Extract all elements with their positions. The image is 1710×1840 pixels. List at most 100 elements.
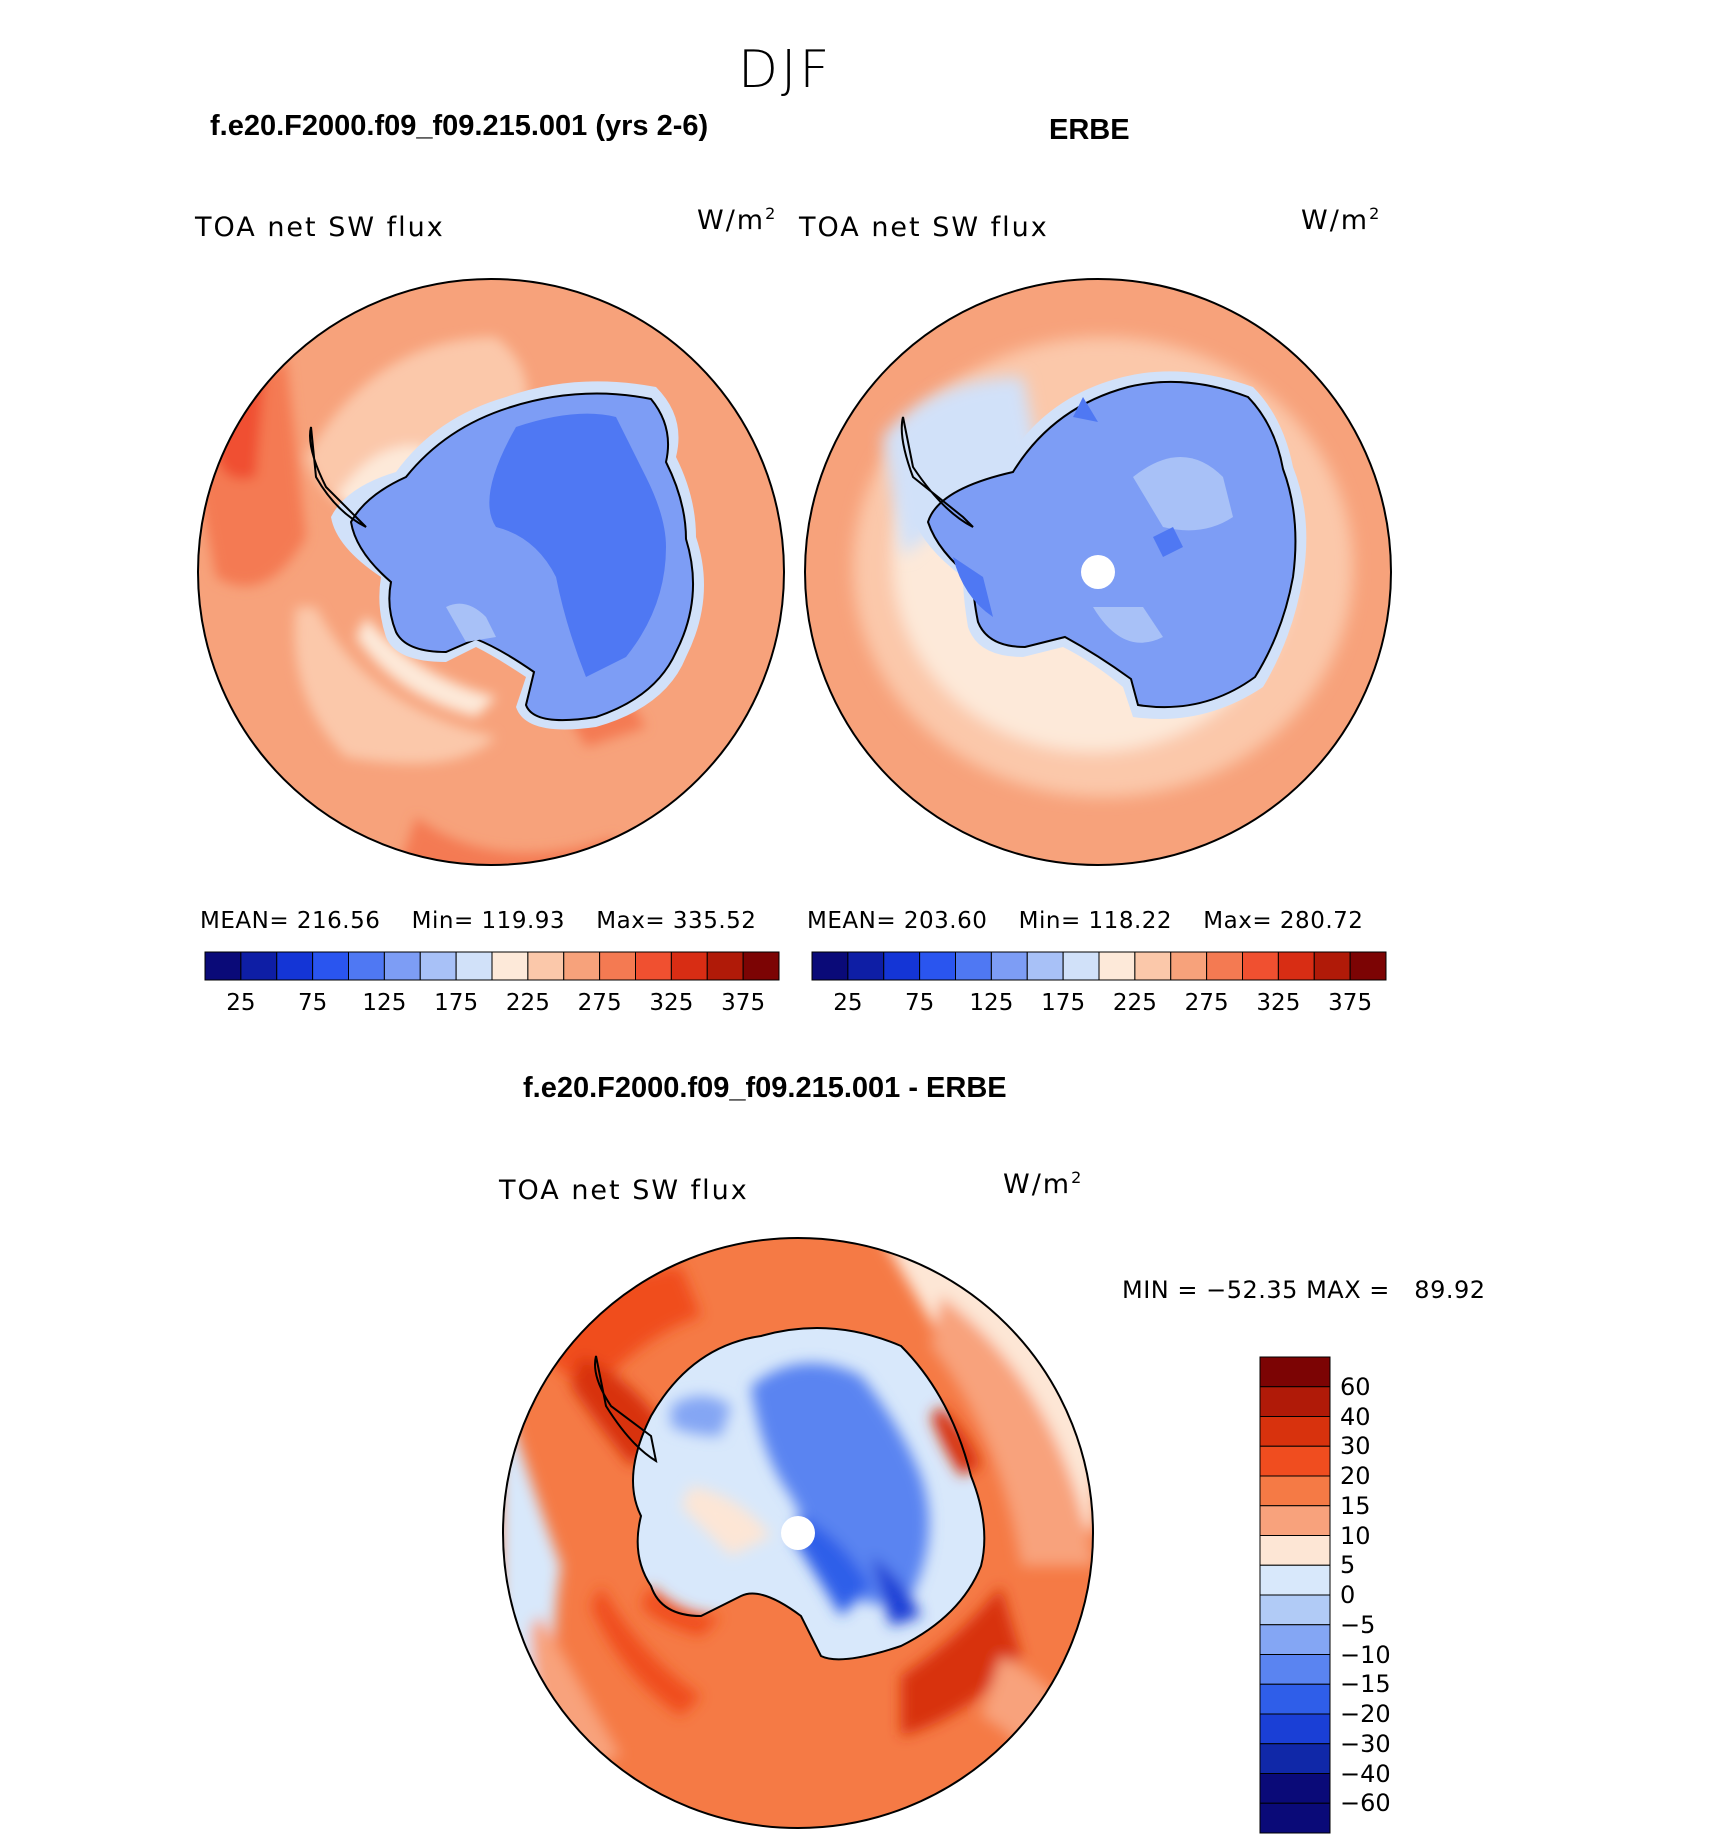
colorbar-difference-swatch-11	[1259, 1683, 1331, 1715]
colorbar-difference-swatch-13	[1259, 1743, 1331, 1774]
colorbar-model-swatch-0	[204, 951, 242, 981]
colorbar-erbe-swatch-8	[1098, 951, 1136, 981]
colorbar-model-swatch-15	[742, 951, 780, 981]
colorbar-model-swatch-8	[491, 951, 529, 981]
colorbar-model	[204, 951, 780, 981]
panel-2-title: ERBE	[1049, 114, 1130, 146]
colorbar-erbe-swatch-9	[1134, 951, 1172, 981]
diff-units: W/m2	[1003, 1168, 1084, 1200]
colorbar-model-tick-label: 125	[362, 990, 407, 1016]
colorbar-difference-swatch-5	[1259, 1505, 1331, 1536]
colorbar-erbe-swatch-4	[955, 951, 992, 981]
colorbar-difference-swatch-0	[1259, 1356, 1331, 1388]
colorbar-erbe-tick-label: 75	[904, 990, 935, 1016]
diff-min-max: MIN = −52.35 MAX = 89.92	[1122, 1276, 1486, 1304]
colorbar-difference-tick-label: 20	[1340, 1462, 1371, 1490]
colorbar-erbe-tick-label: 225	[1112, 990, 1157, 1016]
colorbar-erbe-tick-label: 25	[833, 990, 863, 1016]
colorbar-difference-tick-label: −60	[1340, 1789, 1391, 1818]
diff-variable: TOA net SW flux	[499, 1175, 749, 1206]
colorbar-model-swatch-2	[276, 951, 314, 981]
panel-2-units: W/m2	[1301, 204, 1382, 236]
colorbar-model-tick-label: 75	[297, 990, 328, 1016]
colorbar-difference-tick-label: 30	[1340, 1432, 1371, 1461]
colorbar-difference-swatch-9	[1259, 1624, 1331, 1655]
colorbar-difference-tick-label: 10	[1340, 1521, 1371, 1550]
panel-2-stats: MEAN= 203.60 Min= 118.22 Max= 280.72	[807, 908, 1364, 934]
colorbar-erbe	[811, 951, 1387, 981]
colorbar-erbe-swatch-7	[1062, 951, 1100, 981]
colorbar-model-swatch-14	[706, 951, 744, 981]
colorbar-erbe-swatch-15	[1349, 951, 1387, 981]
panel-1-units: W/m2	[697, 204, 778, 236]
colorbar-erbe-tick-label: 375	[1328, 990, 1373, 1016]
colorbar-model-swatch-5	[383, 951, 421, 981]
colorbar-difference-swatch-7	[1259, 1564, 1331, 1596]
colorbar-model-swatch-12	[635, 951, 672, 981]
colorbar-model-swatch-11	[599, 951, 636, 981]
season-title: DJF	[738, 40, 833, 100]
colorbar-difference-tick-label: 40	[1340, 1402, 1371, 1431]
colorbar-model-swatch-3	[312, 951, 349, 981]
colorbar-erbe-swatch-3	[919, 951, 956, 981]
colorbar-model-swatch-6	[419, 951, 457, 981]
colorbar-model-tick-label: 325	[649, 990, 694, 1016]
colorbar-model-swatch-4	[348, 951, 385, 981]
colorbar-difference-tick-label: −15	[1340, 1670, 1391, 1699]
colorbar-erbe-swatch-6	[1026, 951, 1064, 981]
colorbar-erbe-tick-label: 125	[969, 990, 1014, 1016]
colorbar-erbe-tick-label: 175	[1041, 990, 1086, 1016]
colorbar-model-swatch-1	[240, 951, 278, 981]
panel-1-stats: MEAN= 216.56 Min= 119.93 Max= 335.52	[200, 908, 757, 934]
colorbar-model-swatch-10	[563, 951, 601, 981]
colorbar-difference-tick-label: 60	[1340, 1372, 1371, 1401]
colorbar-difference-tick-label: 0	[1340, 1581, 1356, 1609]
colorbar-difference-swatch-10	[1259, 1654, 1331, 1685]
polar-map-erbe	[804, 278, 1392, 866]
colorbar-difference-tick-label: −5	[1340, 1610, 1376, 1639]
panel-1-variable: TOA net SW flux	[195, 212, 445, 243]
colorbar-model-tick-label: 375	[721, 990, 766, 1016]
colorbar-erbe-swatch-0	[811, 951, 849, 981]
panel-1-title: f.e20.F2000.f09_f09.215.001 (yrs 2-6)	[210, 110, 709, 142]
panel-2-variable: TOA net SW flux	[799, 212, 1049, 243]
colorbar-difference-swatch-8	[1259, 1594, 1331, 1626]
colorbar-difference-tick-label: −20	[1340, 1700, 1391, 1728]
colorbar-difference-ticks: 60 40 30 20 15 10 5 0 −5 −10 −15 −20 −30 −40 −60	[1340, 1357, 1460, 1833]
colorbar-model-tick-label: 25	[226, 990, 256, 1016]
colorbar-erbe-swatch-2	[883, 951, 921, 981]
colorbar-erbe-swatch-14	[1313, 951, 1351, 981]
colorbar-difference-swatch-12	[1259, 1713, 1331, 1745]
colorbar-difference	[1259, 1356, 1331, 1834]
colorbar-model-tick-label: 175	[434, 990, 479, 1016]
colorbar-erbe-swatch-10	[1170, 951, 1208, 981]
colorbar-model-ticks: 25 75 125 175 225 275 325 375	[205, 990, 779, 1020]
colorbar-difference-swatch-14	[1259, 1773, 1331, 1804]
colorbar-erbe-swatch-1	[847, 951, 885, 981]
colorbar-difference-tick-label: −40	[1340, 1759, 1391, 1788]
polar-map-model	[197, 278, 785, 866]
colorbar-model-tick-label: 275	[577, 990, 622, 1016]
colorbar-difference-tick-label: 15	[1340, 1491, 1371, 1520]
colorbar-erbe-tick-label: 275	[1184, 990, 1229, 1016]
colorbar-difference-tick-label: −30	[1340, 1729, 1391, 1758]
colorbar-model-swatch-13	[670, 951, 708, 981]
colorbar-erbe-swatch-12	[1242, 951, 1279, 981]
colorbar-model-swatch-9	[527, 951, 565, 981]
colorbar-difference-swatch-3	[1259, 1445, 1331, 1477]
colorbar-model-tick-label: 225	[505, 990, 550, 1016]
colorbar-difference-swatch-2	[1259, 1416, 1331, 1447]
colorbar-difference-swatch-1	[1259, 1386, 1331, 1417]
colorbar-difference-swatch-4	[1259, 1475, 1331, 1507]
colorbar-model-swatch-7	[455, 951, 493, 981]
colorbar-erbe-tick-label: 325	[1256, 990, 1301, 1016]
colorbar-difference-swatch-6	[1259, 1535, 1331, 1566]
polar-map-difference	[502, 1237, 1094, 1829]
colorbar-erbe-swatch-11	[1206, 951, 1243, 981]
colorbar-erbe-swatch-13	[1277, 951, 1315, 981]
colorbar-difference-tick-label: −10	[1340, 1640, 1391, 1669]
colorbar-difference-tick-label: 5	[1340, 1551, 1356, 1580]
colorbar-difference-swatch-15	[1259, 1802, 1331, 1834]
colorbar-erbe-ticks: 25 75 125 175 225 275 325 375	[812, 990, 1386, 1020]
colorbar-erbe-swatch-5	[990, 951, 1028, 981]
